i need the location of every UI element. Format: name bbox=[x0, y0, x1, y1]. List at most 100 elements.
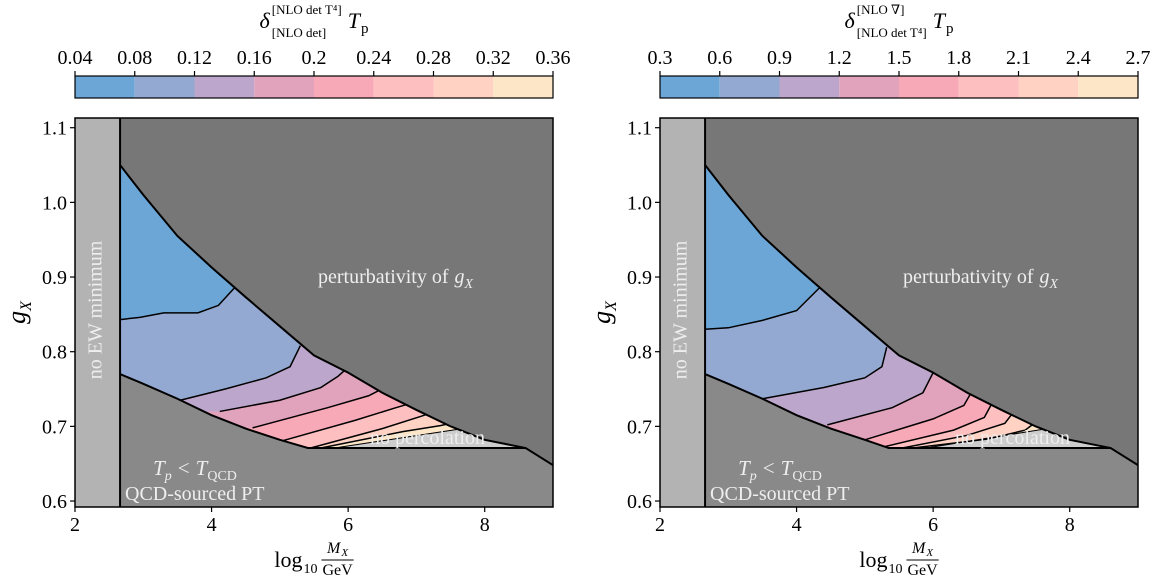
condition-relation: < bbox=[763, 456, 775, 480]
x-axis-label: log 10 M X GeV bbox=[859, 540, 939, 579]
annotation-qcd-region: QCD-sourced PT bbox=[125, 483, 264, 505]
colorbar-segment bbox=[254, 76, 314, 98]
x-label-text: log bbox=[274, 547, 302, 572]
colorbar-segment bbox=[433, 76, 494, 98]
condition-subscript: QCD bbox=[207, 469, 237, 484]
plot-area bbox=[660, 118, 1138, 507]
y-tick-label: 1.1 bbox=[627, 118, 652, 140]
x-tick-label: 6 bbox=[928, 514, 938, 536]
contour-line bbox=[885, 404, 992, 448]
colorbar-tick-label: 0.16 bbox=[237, 47, 272, 69]
contour-line bbox=[762, 347, 888, 400]
condition-symbol: T bbox=[781, 456, 794, 480]
upper-boundary bbox=[704, 164, 1138, 467]
colorbar-segment bbox=[779, 76, 840, 98]
contour-line bbox=[902, 413, 1013, 449]
annotation-text: perturbativity of bbox=[903, 266, 1034, 288]
colorbar-title-quantity-subscript: p bbox=[946, 21, 954, 37]
x-label-numerator: M bbox=[911, 540, 927, 557]
y-label-symbol: g bbox=[587, 311, 616, 324]
colorbar-tick-label: 0.24 bbox=[356, 47, 391, 69]
y-axis-label: gX bbox=[2, 300, 35, 324]
y-tick-label: 1.0 bbox=[42, 192, 67, 214]
condition-symbol: T bbox=[738, 456, 751, 480]
colorbar-tick-label: 1.8 bbox=[946, 47, 971, 69]
x-label-denominator: GeV bbox=[907, 562, 938, 579]
contour-line bbox=[179, 345, 302, 401]
x-tick-label: 2 bbox=[655, 514, 665, 536]
no-ew-minimum-region bbox=[75, 118, 121, 507]
condition-subscript: p bbox=[749, 469, 757, 484]
x-label-numerator: M bbox=[326, 540, 342, 557]
contour-line bbox=[310, 413, 427, 449]
colorbar-segment bbox=[194, 76, 255, 98]
y-tick-label: 0.8 bbox=[627, 342, 652, 364]
colorbar-title-symbol: δ bbox=[845, 8, 856, 33]
colorbar-tick-label: 0.04 bbox=[58, 47, 93, 69]
plot-frame bbox=[659, 117, 1139, 508]
annotation-no-percolation: no percolation bbox=[955, 427, 1070, 449]
y-label-subscript: X bbox=[18, 300, 35, 312]
y-tick-label: 0.9 bbox=[42, 267, 67, 289]
annotation-symbol: g bbox=[1040, 266, 1050, 288]
x-label-subscript: 10 bbox=[888, 562, 902, 577]
perturbativity-region bbox=[75, 118, 553, 466]
y-label-symbol: g bbox=[2, 311, 31, 324]
upper-boundary bbox=[119, 164, 553, 467]
y-tick-label: 0.7 bbox=[627, 416, 652, 438]
condition-symbol: T bbox=[196, 456, 209, 480]
contour-line bbox=[705, 286, 821, 331]
colorbar-tick-label: 0.2 bbox=[302, 47, 327, 69]
x-tick-label: 4 bbox=[207, 514, 217, 536]
plot-area bbox=[75, 118, 553, 507]
y-tick-label: 0.9 bbox=[627, 267, 652, 289]
colorbar-segment bbox=[1078, 76, 1138, 98]
colorbar-segment bbox=[373, 76, 434, 98]
annotation-perturbativity: perturbativity of gX bbox=[318, 266, 474, 292]
perturbativity-region bbox=[660, 118, 1138, 466]
x-tick-label: 8 bbox=[1065, 514, 1075, 536]
contour-line bbox=[864, 393, 972, 441]
colorbar-title-superscript: [NLO det T⁴] bbox=[272, 2, 342, 17]
colorbar-segment bbox=[134, 76, 195, 98]
contour-line bbox=[827, 372, 934, 426]
y-label-subscript: X bbox=[603, 300, 620, 312]
colorbar-tick-label: 0.9 bbox=[767, 47, 792, 69]
x-tick-label: 6 bbox=[343, 514, 353, 536]
contour-line bbox=[320, 423, 448, 449]
x-label-numerator-subscript: X bbox=[925, 547, 934, 559]
contour-line bbox=[219, 369, 346, 413]
colorbar-title-quantity: T bbox=[348, 8, 362, 33]
annotation-subscript: X bbox=[464, 277, 474, 292]
annotation-subscript: X bbox=[1049, 277, 1059, 292]
condition-symbol: T bbox=[153, 456, 166, 480]
colorbar-segment bbox=[719, 76, 780, 98]
lower-boundary bbox=[704, 373, 1111, 450]
x-tick-label: 8 bbox=[480, 514, 490, 536]
colorbar-segment bbox=[75, 76, 135, 98]
y-tick-label: 0.7 bbox=[42, 416, 67, 438]
y-axis-label: gX bbox=[587, 300, 620, 324]
colorbar-tick-label: 0.28 bbox=[416, 47, 451, 69]
annotation-no-percolation: no percolation bbox=[370, 427, 485, 449]
colorbar-tick-label: 0.3 bbox=[648, 47, 673, 69]
y-tick-label: 1.1 bbox=[42, 118, 67, 140]
colorbar-tick-label: 0.32 bbox=[476, 47, 511, 69]
colorbar-segment bbox=[958, 76, 1019, 98]
colorbar-tick-label: 2.4 bbox=[1066, 47, 1091, 69]
colorbar-tick-label: 0.08 bbox=[117, 47, 152, 69]
colorbar-title-subscript: [NLO det] bbox=[272, 25, 327, 40]
colorbar-tick-label: 1.2 bbox=[827, 47, 852, 69]
colorbar-segment bbox=[493, 76, 553, 98]
no-ew-minimum-region bbox=[660, 118, 706, 507]
y-tick-label: 0.6 bbox=[42, 491, 67, 513]
colorbar-segment bbox=[314, 76, 374, 98]
colorbar-segment bbox=[660, 76, 720, 98]
y-tick-label: 0.8 bbox=[42, 342, 67, 364]
colorbar-segment bbox=[1018, 76, 1079, 98]
